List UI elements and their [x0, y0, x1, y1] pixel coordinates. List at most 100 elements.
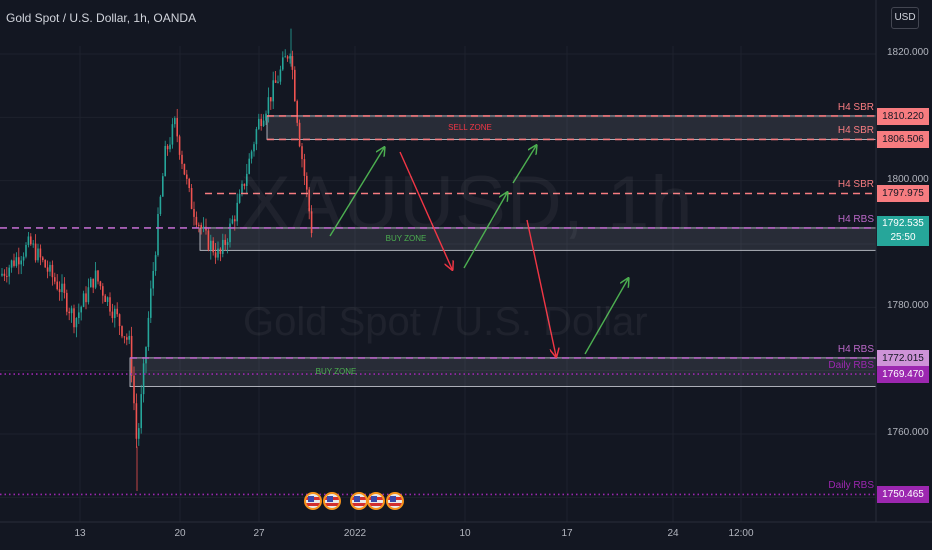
candle-body — [274, 80, 277, 83]
candle-body — [147, 317, 150, 347]
candle-body — [241, 183, 243, 194]
candle-body — [66, 292, 68, 312]
candle-body — [142, 363, 145, 395]
x-tick-label: 13 — [74, 528, 86, 539]
buy-zone-box — [129, 357, 877, 387]
candle-body — [198, 224, 200, 226]
level-label: Daily RBS — [828, 360, 874, 372]
candle-body — [231, 219, 234, 224]
candle-body — [282, 57, 284, 70]
candle-body — [87, 287, 90, 303]
candle-body — [18, 257, 20, 265]
candle-body — [219, 248, 222, 254]
candle-body — [80, 306, 82, 313]
candle-body — [27, 236, 30, 245]
arrow-up-icon — [329, 148, 384, 237]
candle-body — [116, 308, 118, 315]
candle-body — [51, 264, 54, 278]
level-lines-layer — [0, 115, 876, 496]
candle-body — [236, 202, 238, 222]
candle-body — [238, 193, 241, 203]
candle-body — [169, 144, 171, 150]
level-label: H4 RBS — [837, 343, 874, 355]
arrow-up-icon — [584, 279, 628, 355]
y-tick-label: 1760.000 — [887, 427, 929, 438]
candle-body — [301, 146, 303, 160]
candle-body — [13, 260, 15, 266]
x-tick-label: 10 — [459, 528, 471, 539]
price-tag: 1750.465 — [877, 486, 929, 504]
candle-body — [32, 243, 34, 245]
candle-body — [150, 288, 152, 318]
candle-body — [265, 113, 267, 121]
candle-body — [126, 337, 128, 340]
candle-body — [250, 151, 253, 159]
candle-body — [212, 240, 214, 253]
level-label: H4 RBS — [837, 213, 874, 225]
candle-body — [190, 188, 193, 209]
candle-body — [1, 273, 3, 276]
y-tick-label: 1780.000 — [887, 300, 929, 312]
x-tick-label: 24 — [667, 528, 679, 539]
candle-body — [286, 56, 289, 59]
sell-zone-box — [266, 115, 877, 140]
level-label: H4 SBR — [837, 101, 874, 113]
bar-countdown: 25:50 — [890, 231, 916, 243]
candle-body — [260, 118, 262, 127]
candle-body — [272, 80, 274, 102]
us-flag-event-icon[interactable] — [350, 492, 368, 510]
candle-body — [258, 118, 260, 130]
candle-body — [114, 308, 116, 319]
candle-body — [166, 145, 169, 150]
candle-body — [78, 312, 80, 319]
candle-body — [90, 278, 92, 288]
candle-body — [46, 267, 49, 272]
candle-body — [229, 223, 231, 243]
candle-body — [214, 252, 217, 258]
x-tick-label: 20 — [174, 528, 186, 539]
candle-body — [154, 255, 157, 271]
candle-body — [73, 308, 75, 328]
candle-body — [289, 56, 291, 59]
candle-body — [298, 122, 301, 147]
price-tag: 1769.470 — [877, 366, 929, 384]
candle-body — [303, 159, 306, 176]
candle-body — [70, 308, 73, 314]
us-flag-event-icon[interactable] — [323, 492, 341, 510]
y-tick-label: 1820.000 — [887, 47, 929, 58]
candle-body — [253, 144, 255, 152]
arrow-up-icon — [463, 193, 507, 269]
candle-body — [56, 281, 58, 290]
candle-body — [42, 257, 44, 261]
annotation-arrows-layer — [329, 146, 628, 356]
us-flag-event-icon[interactable] — [367, 492, 385, 510]
candle-body — [195, 216, 198, 225]
candle-body — [102, 286, 104, 296]
current-price-value: 1792.535 — [882, 217, 924, 229]
candle-body — [222, 239, 224, 254]
candle-body — [135, 403, 138, 439]
currency-button[interactable]: USD — [891, 7, 919, 29]
candle-body — [10, 260, 13, 268]
candle-body — [243, 183, 246, 186]
chart-title: Gold Spot / U.S. Dollar, 1h, OANDA — [6, 11, 197, 25]
candle-body — [255, 129, 258, 145]
name-watermark: Gold Spot / U.S. Dollar — [243, 300, 648, 344]
candle-body — [109, 297, 111, 312]
candle-body — [63, 283, 66, 293]
candle-body — [82, 293, 85, 307]
candle-body — [106, 297, 109, 302]
us-flag-event-icon[interactable] — [304, 492, 322, 510]
candle-body — [310, 211, 313, 234]
candle-body — [25, 244, 27, 257]
candle-body — [30, 236, 32, 245]
level-label: H4 SBR — [837, 179, 874, 191]
us-flag-event-icon[interactable] — [386, 492, 404, 510]
level-label: Daily RBS — [828, 480, 874, 492]
candle-body — [104, 295, 106, 302]
candle-body — [68, 311, 70, 314]
candle-body — [15, 257, 18, 266]
candle-body — [37, 248, 39, 261]
candle-body — [152, 270, 154, 289]
